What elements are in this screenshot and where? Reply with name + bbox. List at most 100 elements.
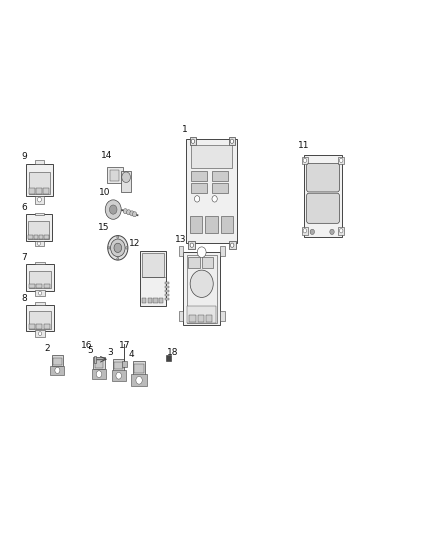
Bar xyxy=(191,171,207,181)
Ellipse shape xyxy=(190,270,213,297)
Bar xyxy=(35,241,43,246)
Text: 12: 12 xyxy=(129,239,141,248)
Circle shape xyxy=(303,158,307,163)
Circle shape xyxy=(110,205,117,214)
Circle shape xyxy=(105,200,121,219)
Circle shape xyxy=(39,332,42,336)
Circle shape xyxy=(339,229,343,233)
Bar xyxy=(26,264,54,290)
Circle shape xyxy=(117,257,119,260)
Bar xyxy=(188,241,195,249)
Bar xyxy=(35,160,44,164)
Circle shape xyxy=(339,158,343,163)
Bar xyxy=(107,167,123,183)
Bar xyxy=(221,216,233,233)
Text: 18: 18 xyxy=(167,348,179,357)
Circle shape xyxy=(108,247,110,249)
Circle shape xyxy=(108,236,128,260)
Circle shape xyxy=(310,229,314,235)
Circle shape xyxy=(303,229,307,233)
FancyBboxPatch shape xyxy=(307,164,339,192)
Bar xyxy=(35,302,45,305)
Circle shape xyxy=(330,229,334,235)
Bar xyxy=(29,311,51,329)
Bar xyxy=(142,253,164,277)
Bar xyxy=(29,325,35,329)
Text: 16: 16 xyxy=(81,341,92,350)
Bar xyxy=(50,366,64,375)
Bar xyxy=(29,172,50,193)
Bar xyxy=(189,316,196,322)
Bar xyxy=(113,359,124,371)
Bar xyxy=(153,297,158,303)
Bar xyxy=(34,236,38,239)
Bar xyxy=(183,252,220,325)
Bar xyxy=(122,361,127,367)
Bar xyxy=(29,284,35,288)
Bar xyxy=(165,282,169,284)
Bar xyxy=(131,374,147,386)
Bar xyxy=(191,145,232,168)
Text: 15: 15 xyxy=(98,223,110,232)
Bar xyxy=(212,171,228,181)
Bar xyxy=(229,241,236,249)
Circle shape xyxy=(114,243,122,253)
Circle shape xyxy=(110,239,125,257)
Circle shape xyxy=(191,139,194,143)
Bar xyxy=(44,325,50,329)
Circle shape xyxy=(136,376,142,384)
Circle shape xyxy=(38,242,40,245)
Bar xyxy=(35,330,45,337)
Bar xyxy=(198,316,204,322)
Bar xyxy=(29,188,35,193)
Bar xyxy=(28,236,33,239)
Bar xyxy=(35,262,45,264)
Bar xyxy=(28,221,49,239)
Bar xyxy=(165,290,169,292)
Text: 4: 4 xyxy=(128,350,134,359)
Circle shape xyxy=(190,243,194,247)
Text: 1: 1 xyxy=(182,125,188,134)
Text: 7: 7 xyxy=(21,253,27,262)
Bar xyxy=(159,297,163,303)
Circle shape xyxy=(123,208,127,214)
Bar xyxy=(187,306,216,323)
Bar xyxy=(190,137,196,145)
Bar xyxy=(187,255,217,323)
Bar xyxy=(148,297,152,303)
Bar xyxy=(302,227,308,235)
Bar xyxy=(179,246,183,256)
Bar xyxy=(35,196,44,204)
Bar xyxy=(94,356,96,363)
Text: 14: 14 xyxy=(101,151,112,160)
Text: 17: 17 xyxy=(119,341,131,350)
Circle shape xyxy=(39,291,42,295)
Text: 8: 8 xyxy=(21,294,27,303)
Circle shape xyxy=(55,367,60,374)
Bar xyxy=(26,164,53,197)
Bar xyxy=(302,157,308,164)
Circle shape xyxy=(230,243,234,247)
Bar xyxy=(142,297,146,303)
Text: 10: 10 xyxy=(99,188,110,197)
Bar xyxy=(114,361,123,369)
Circle shape xyxy=(197,247,206,257)
Circle shape xyxy=(194,196,200,202)
Bar xyxy=(26,305,54,331)
Bar xyxy=(95,360,103,368)
Bar xyxy=(35,213,43,215)
Bar xyxy=(53,358,62,365)
Bar xyxy=(120,172,131,192)
Text: 6: 6 xyxy=(21,203,27,212)
Text: 3: 3 xyxy=(107,348,113,357)
Bar xyxy=(36,325,42,329)
Bar xyxy=(36,188,42,193)
Circle shape xyxy=(212,196,217,202)
Bar xyxy=(43,188,49,193)
Bar xyxy=(93,357,105,369)
Bar xyxy=(188,257,200,268)
Bar xyxy=(191,183,207,192)
Circle shape xyxy=(126,247,128,249)
Bar xyxy=(44,236,49,239)
Bar xyxy=(26,214,52,241)
